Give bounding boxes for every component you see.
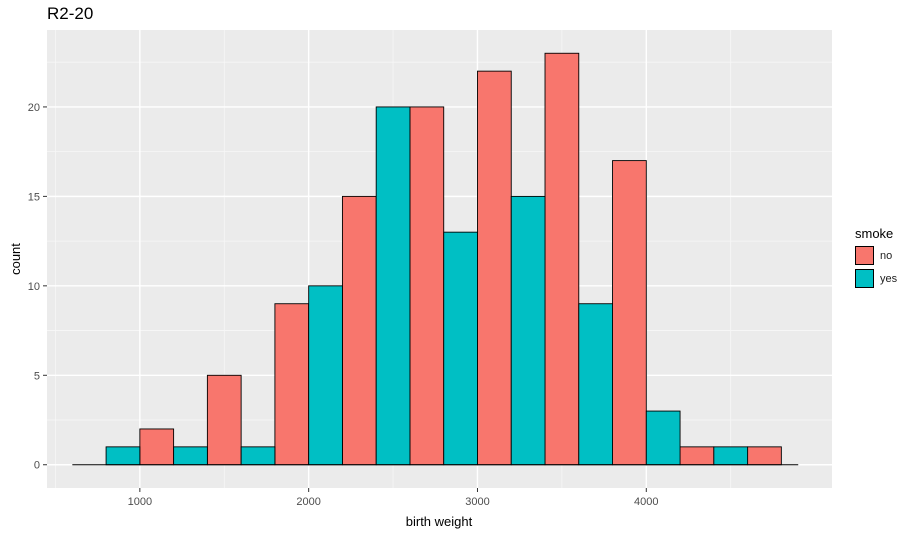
x-axis-label: birth weight [406,514,473,529]
legend-label-no: no [880,249,893,262]
legend: smoke no yes [855,226,897,290]
legend-item-yes: yes [855,267,897,290]
bar-no [139,428,175,466]
bar-yes [443,231,478,466]
legend-title: smoke [855,226,894,241]
y-tick-label: 5 [34,370,40,382]
bar-yes [375,106,411,466]
legend-label-yes: yes [880,272,898,285]
y-tick-label: 15 [28,191,40,203]
bar-no [477,70,512,466]
legend-item-no: no [855,244,897,267]
bars-layer [105,52,782,466]
legend-key-no [855,246,874,265]
x-tick-label: 1000 [128,496,152,508]
bar-yes [645,410,681,466]
bar-no [341,195,377,466]
y-tick-label: 0 [34,460,40,472]
bar-no [409,106,445,466]
bar-no [612,160,647,466]
bar-no [679,446,715,466]
y-axis-label: count [8,243,23,275]
y-tick-label: 10 [28,281,40,293]
bar-yes [578,303,613,466]
bar-yes [105,446,141,466]
x-tick-label: 3000 [465,496,489,508]
x-tick-label: 4000 [634,496,658,508]
bar-no [544,52,580,466]
bar-yes [308,285,343,466]
bar-no [206,374,242,466]
bar-yes [240,446,276,466]
x-axis: 1000 2000 3000 4000 [128,488,659,508]
y-axis: 0 5 10 15 20 [28,102,47,472]
bar-yes [173,446,208,466]
bar-yes [713,446,749,466]
x-tick-label: 2000 [296,496,320,508]
legend-key-yes [855,269,874,288]
bar-no [274,303,310,466]
bar-yes [510,195,546,466]
bar-no [747,446,782,466]
chart-title: R2-20 [47,4,94,23]
y-tick-label: 20 [28,102,40,114]
